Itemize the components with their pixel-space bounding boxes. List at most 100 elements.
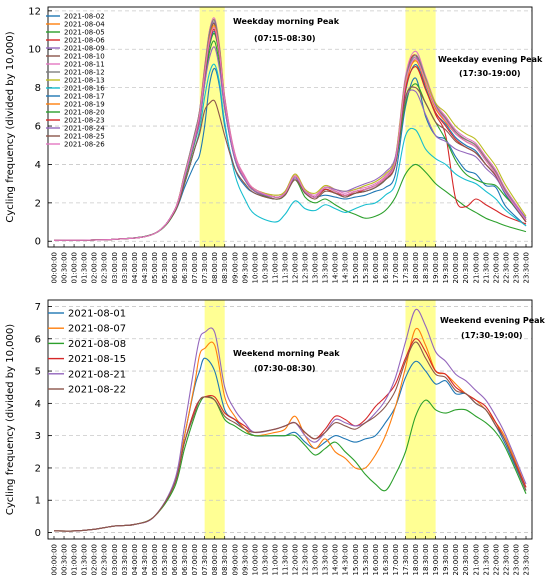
x-tick-label: 00:30:00 (61, 544, 69, 575)
x-tick-label: 02:00:00 (91, 544, 99, 575)
x-tick-label: 16:00:00 (372, 252, 380, 283)
x-tick-label: 15:00:00 (352, 544, 360, 575)
x-tick-label: 11:30:00 (281, 544, 289, 575)
y-tick-label: 6 (35, 122, 41, 133)
x-tick-label: 04:00:00 (131, 544, 139, 575)
x-tick-label: 00:30:00 (61, 252, 69, 283)
plot-frame (47, 6, 533, 248)
legend-entry: 2021-08-17 (64, 93, 105, 101)
x-tick-label: 14:30:00 (342, 252, 350, 283)
series-line (53, 327, 527, 532)
legend-entry: 2021-08-19 (64, 101, 105, 109)
x-tick-label: 21:30:00 (482, 252, 490, 283)
x-tick-label: 16:30:00 (382, 252, 390, 283)
legend-entry: 2021-08-21 (68, 369, 126, 380)
x-tick-label: 07:30:00 (201, 544, 209, 575)
x-tick-label: 20:30:00 (462, 252, 470, 283)
y-tick-label: 5 (35, 367, 41, 378)
x-tick-label: 03:30:00 (121, 544, 129, 575)
x-tick-label: 15:00:00 (352, 252, 360, 283)
peak-time-label: (07:30-08:30) (254, 364, 316, 373)
y-tick-label: 0 (35, 528, 41, 539)
series-line (53, 46, 527, 241)
x-tick-label: 02:30:00 (101, 252, 109, 283)
x-tick-label: 11:00:00 (271, 252, 279, 283)
y-tick-label: 2 (35, 463, 41, 474)
x-tick-label: 01:30:00 (81, 252, 89, 283)
peak-label: Weekend evening Peak (440, 316, 546, 325)
y-tick-label: 1 (35, 496, 41, 507)
x-tick-label: 16:00:00 (372, 544, 380, 575)
x-tick-label: 22:30:00 (502, 544, 510, 575)
legend-entry: 2021-08-12 (64, 69, 105, 77)
legend-entry: 2021-08-11 (64, 61, 105, 69)
x-tick-label: 09:30:00 (241, 544, 249, 575)
peak-time-label: (17:30-19:00) (459, 69, 521, 78)
x-tick-label: 20:00:00 (452, 252, 460, 283)
x-tick-label: 04:30:00 (141, 544, 149, 575)
y-tick-label: 2 (35, 198, 41, 209)
legend-entry: 2021-08-20 (64, 109, 105, 117)
x-tick-label: 19:30:00 (442, 252, 450, 283)
x-tick-label: 02:00:00 (91, 252, 99, 283)
x-tick-label: 23:00:00 (512, 544, 520, 575)
legend-entry: 2021-08-07 (68, 324, 126, 335)
y-tick-label: 6 (35, 334, 41, 345)
x-tick-label: 12:30:00 (302, 544, 310, 575)
legend-entry: 2021-08-10 (64, 53, 105, 61)
x-tick-label: 02:30:00 (101, 544, 109, 575)
chart-panel-1: 0 2 4 6 8 10 12 00:00:00 00:30:00 01:00:00 01:30:0… (5, 6, 543, 283)
x-tick-label: 18:00:00 (412, 544, 420, 575)
x-tick-label: 07:00:00 (191, 544, 199, 575)
x-tick-label: 08:30:00 (221, 252, 229, 283)
legend-entry: 2021-08-25 (64, 133, 105, 141)
legend-entry: 2021-08-24 (64, 125, 105, 133)
x-tick-label: 05:00:00 (151, 252, 159, 283)
series-line (53, 308, 527, 532)
legend-entry: 2021-08-04 (64, 21, 105, 29)
legend-entry: 2021-08-02 (64, 13, 105, 21)
x-tick-label: 17:00:00 (392, 544, 400, 575)
plot-frame (47, 299, 533, 540)
x-tick-label: 21:00:00 (472, 544, 480, 575)
x-tick-label: 15:30:00 (362, 544, 370, 575)
x-tick-label: 13:30:00 (322, 252, 330, 283)
x-tick-label: 14:00:00 (332, 544, 340, 575)
legend-entry: 2021-08-05 (64, 29, 105, 37)
series-line (53, 67, 527, 241)
x-tick-label: 08:00:00 (211, 252, 219, 283)
legend-entry: 2021-08-08 (68, 339, 126, 350)
x-tick-label: 10:00:00 (251, 252, 259, 283)
peak-time-label: (17:30-19:00) (461, 331, 523, 340)
legend-entry: 2021-08-01 (68, 309, 126, 320)
x-tick-label: 13:30:00 (322, 544, 330, 575)
x-tick-label: 18:00:00 (412, 252, 420, 283)
x-tick-label: 18:30:00 (422, 544, 430, 575)
x-tick-label: 14:30:00 (342, 544, 350, 575)
chart-panel-2: 0 1 2 3 4 5 6 7 00:00:00 00:30:00 01:00:00 01:30:00… (5, 299, 546, 575)
x-tick-label: 19:00:00 (432, 544, 440, 575)
x-tick-label: 23:30:00 (523, 544, 531, 575)
x-tick-label: 10:00:00 (251, 544, 259, 575)
x-tick-label: 16:30:00 (382, 544, 390, 575)
x-tick-label: 09:30:00 (241, 252, 249, 283)
x-tick-label: 22:00:00 (492, 544, 500, 575)
series-line (53, 27, 527, 241)
x-tick-label: 17:30:00 (402, 252, 410, 283)
x-tick-label: 17:30:00 (402, 544, 410, 575)
x-tick-label: 07:30:00 (201, 252, 209, 283)
x-tick-label: 14:00:00 (332, 252, 340, 283)
y-tick-label: 10 (28, 45, 41, 56)
peak-time-label: (07:15-08:30) (254, 34, 316, 43)
legend-entry: 2021-08-16 (64, 85, 105, 93)
legend-entry: 2021-08-26 (64, 141, 105, 149)
x-tick-label: 12:00:00 (292, 252, 300, 283)
x-tick-label: 21:00:00 (472, 252, 480, 283)
peak-band (405, 300, 436, 539)
x-tick-label: 01:30:00 (81, 544, 89, 575)
x-tick-label: 00:00:00 (51, 252, 59, 283)
x-tick-label: 06:30:00 (181, 544, 189, 575)
x-tick-label: 01:00:00 (71, 252, 79, 283)
x-tick-label: 04:30:00 (141, 252, 149, 283)
x-tick-label: 01:00:00 (71, 544, 79, 575)
